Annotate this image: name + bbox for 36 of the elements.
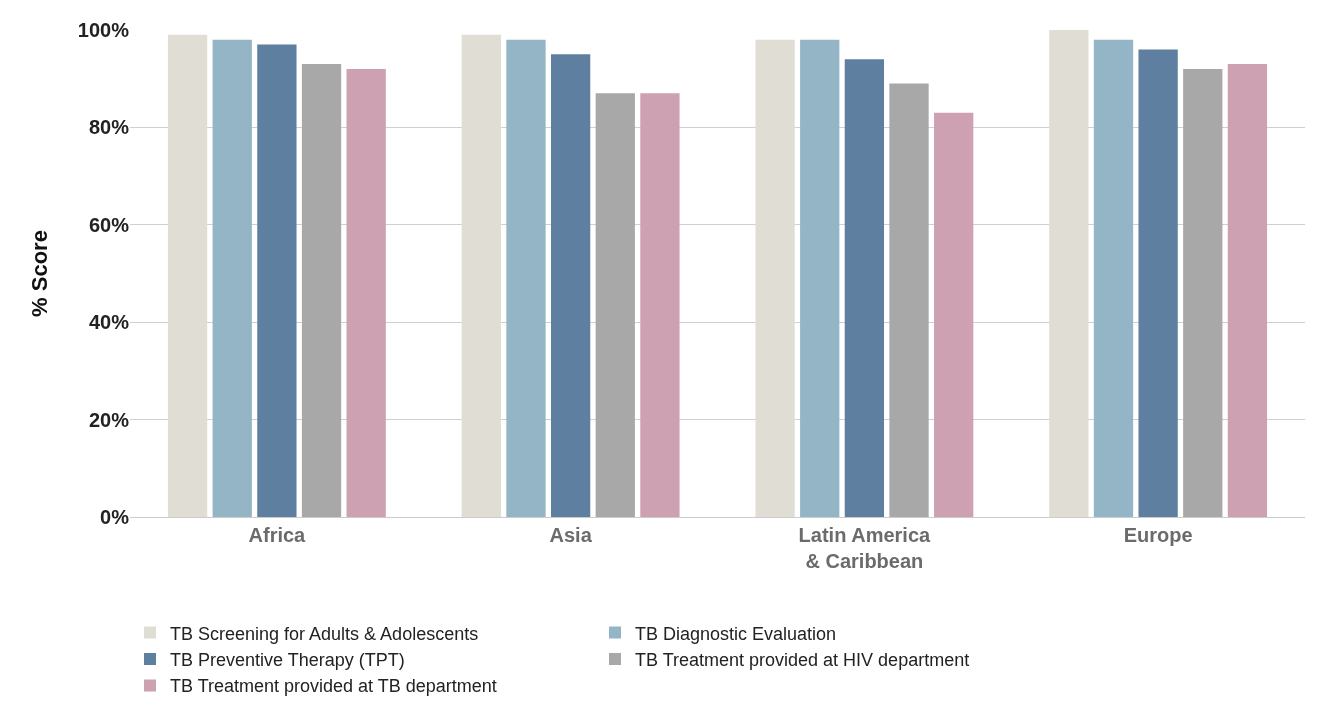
y-tick-label: 60% [88,213,130,236]
bar [755,39,795,517]
bar [167,34,208,517]
x-tick-label: Asia [549,524,593,546]
bar [889,83,929,517]
x-tick-label: Europe [1123,524,1193,546]
bar [640,93,680,517]
y-tick-label: 100% [77,19,130,41]
x-tick-label: Africa [248,524,307,546]
bar [257,44,297,517]
bar [461,34,501,517]
bar [301,64,342,517]
bar [550,54,591,517]
y-tick-label: 0% [100,506,130,528]
bar [800,39,840,517]
x-tick-label: Latin America & Caribbean [798,524,932,572]
legend-label: TB Treatment provided at HIV department [635,650,970,671]
bar [506,39,546,517]
bar [1183,68,1223,517]
legend-label: TB Preventive Therapy (TPT) [170,650,405,671]
bar [346,68,386,517]
bar [844,59,885,517]
bar [934,112,974,517]
y-tick-label: 20% [88,408,130,431]
legend-label: TB Screening for Adults & Adolescents [170,623,479,644]
bar [212,39,252,517]
legend-label: TB Treatment provided at TB department [170,676,497,697]
legend-label: TB Diagnostic Evaluation [635,623,837,644]
bar [1227,64,1268,517]
bar [1049,30,1089,517]
y-tick-label: 40% [88,311,130,334]
y-tick-label: 80% [88,116,130,139]
bar [595,93,635,517]
bar [1138,49,1178,517]
y-axis-title: % Score [26,230,52,317]
bar [1093,39,1134,517]
